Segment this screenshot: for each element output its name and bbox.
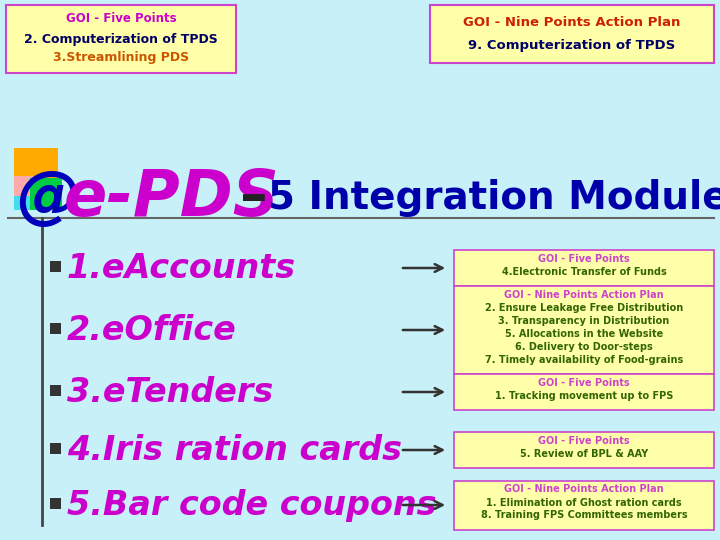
Text: @: @ — [16, 167, 80, 229]
Text: GOI - Five Points: GOI - Five Points — [66, 12, 176, 25]
Text: 4.Electronic Transfer of Funds: 4.Electronic Transfer of Funds — [502, 267, 667, 277]
Text: e-PDS: e-PDS — [64, 167, 280, 229]
FancyBboxPatch shape — [454, 432, 714, 468]
Text: 9. Computerization of TPDS: 9. Computerization of TPDS — [469, 38, 675, 51]
Bar — [50, 498, 61, 509]
Text: 1. Tracking movement up to FPS: 1. Tracking movement up to FPS — [495, 391, 673, 401]
FancyBboxPatch shape — [6, 5, 236, 73]
FancyBboxPatch shape — [454, 481, 714, 530]
Bar — [14, 196, 30, 210]
Text: 1.eAccounts: 1.eAccounts — [67, 252, 296, 285]
FancyBboxPatch shape — [454, 250, 714, 286]
Text: 2. Computerization of TPDS: 2. Computerization of TPDS — [24, 32, 218, 45]
Text: 7. Timely availability of Food-grains: 7. Timely availability of Food-grains — [485, 355, 683, 365]
Text: GOI - Five Points: GOI - Five Points — [538, 254, 630, 264]
Text: 5.Bar code coupons: 5.Bar code coupons — [67, 489, 436, 522]
Text: –: – — [240, 171, 268, 225]
Text: GOI - Nine Points Action Plan: GOI - Nine Points Action Plan — [504, 290, 664, 300]
Bar — [50, 443, 61, 454]
Text: 5. Allocations in the Website: 5. Allocations in the Website — [505, 329, 663, 339]
Text: GOI - Five Points: GOI - Five Points — [538, 378, 630, 388]
Text: 6. Delivery to Door-steps: 6. Delivery to Door-steps — [515, 342, 653, 352]
FancyBboxPatch shape — [430, 5, 714, 63]
Text: 1. Elimination of Ghost ration cards: 1. Elimination of Ghost ration cards — [486, 497, 682, 508]
Bar — [50, 261, 61, 272]
Text: GOI - Five Points: GOI - Five Points — [538, 436, 630, 446]
Text: 2. Ensure Leakage Free Distribution: 2. Ensure Leakage Free Distribution — [485, 303, 683, 313]
Text: 4.Iris ration cards: 4.Iris ration cards — [67, 434, 402, 467]
Bar — [50, 323, 61, 334]
Text: 2.eOffice: 2.eOffice — [67, 314, 237, 347]
Text: 5 Integration Modules: 5 Integration Modules — [268, 179, 720, 217]
Text: GOI - Nine Points Action Plan: GOI - Nine Points Action Plan — [463, 16, 680, 29]
Bar — [50, 385, 61, 396]
Bar — [14, 148, 58, 192]
Text: 5. Review of BPL & AAY: 5. Review of BPL & AAY — [520, 449, 648, 459]
Text: 8. Training FPS Committees members: 8. Training FPS Committees members — [481, 510, 688, 521]
Text: 3.eTenders: 3.eTenders — [67, 375, 274, 408]
Text: GOI - Nine Points Action Plan: GOI - Nine Points Action Plan — [504, 484, 664, 495]
Text: 3.Streamlining PDS: 3.Streamlining PDS — [53, 51, 189, 64]
FancyBboxPatch shape — [454, 374, 714, 410]
Bar — [30, 178, 62, 210]
Text: 3. Transparency in Distribution: 3. Transparency in Distribution — [498, 316, 670, 326]
FancyBboxPatch shape — [454, 286, 714, 374]
Bar — [14, 176, 44, 206]
